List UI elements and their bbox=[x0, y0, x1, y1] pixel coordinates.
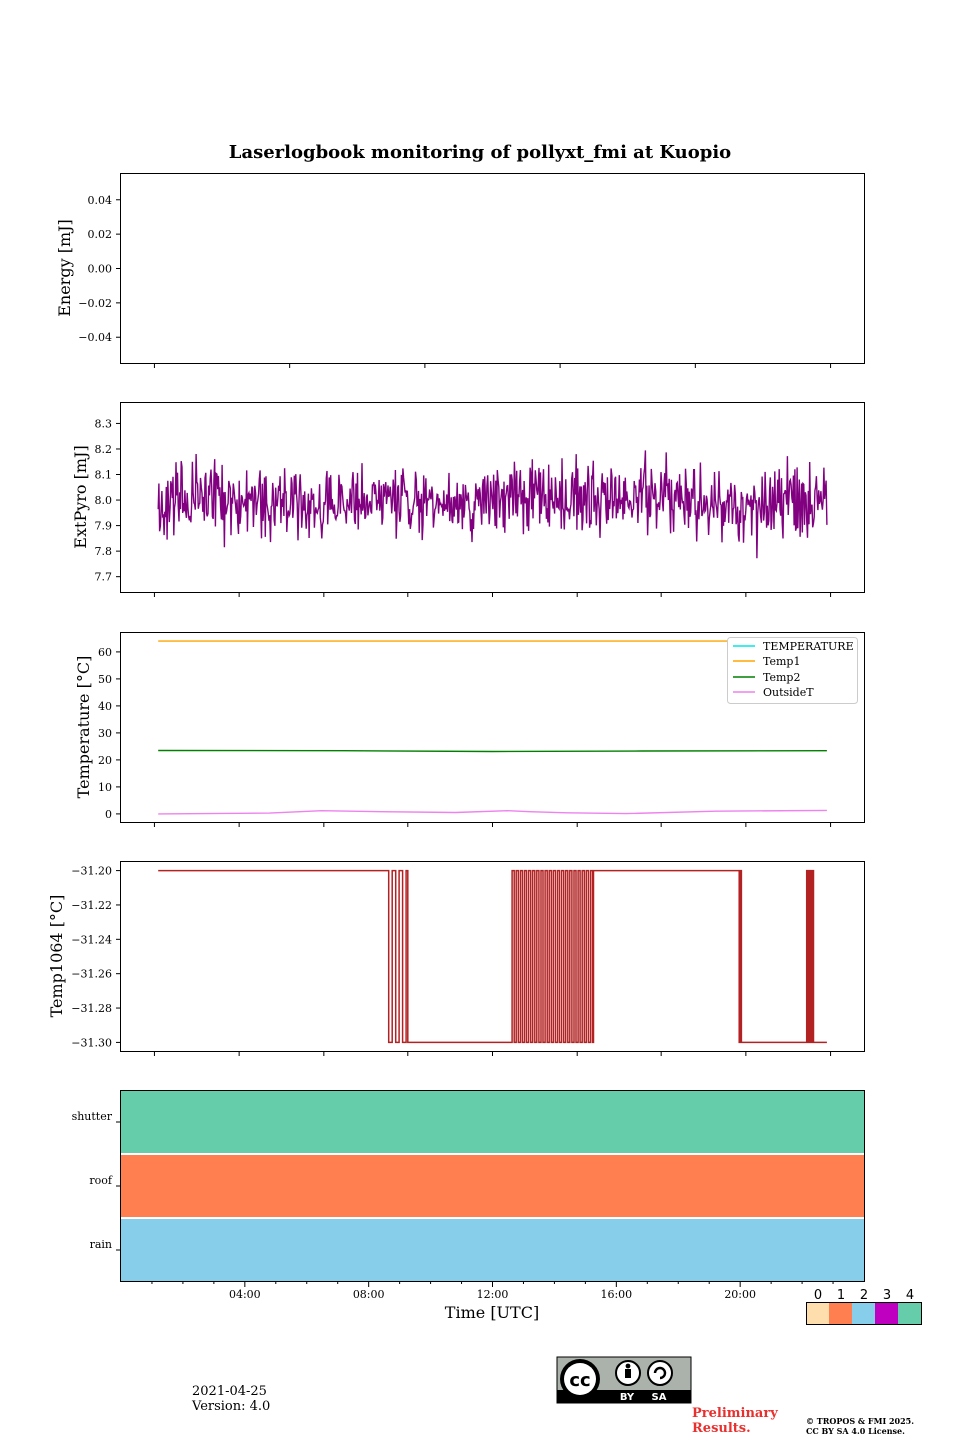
x-tick-label: 12:00 bbox=[477, 1288, 509, 1301]
energy-ytick-label: −0.04 bbox=[78, 331, 112, 344]
temperature-axes-frame bbox=[120, 632, 865, 823]
temperature-ytick-label: 20 bbox=[98, 754, 112, 767]
colorbar-frame bbox=[806, 1302, 922, 1325]
temperature-ylabel: Temperature [°C] bbox=[74, 656, 93, 799]
temp1064-ylabel: Temp1064 [°C] bbox=[47, 895, 66, 1018]
temp1064-ytick-label: −31.30 bbox=[71, 1036, 112, 1049]
temp1064-ytick-label: −31.22 bbox=[71, 899, 112, 912]
outsidet-series-line bbox=[158, 809, 827, 815]
copyright-line-2: CC BY SA 4.0 License. bbox=[806, 1426, 905, 1436]
svg-text:SA: SA bbox=[652, 1392, 667, 1403]
colorbar-swatch-2 bbox=[852, 1302, 875, 1324]
status-axes-frame bbox=[120, 1090, 865, 1282]
temp1064-ytick-label: −31.24 bbox=[71, 933, 112, 946]
preliminary-text: Preliminary Results. bbox=[692, 1406, 778, 1436]
legend-label-temperature: TEMPERATURE bbox=[763, 640, 854, 653]
extpyro-ytick-label: 7.9 bbox=[95, 520, 113, 533]
colorbar-label: 2 bbox=[860, 1288, 868, 1303]
extpyro-ylabel: ExtPyro [mJ] bbox=[71, 445, 90, 548]
colorbar-swatch-0 bbox=[806, 1302, 829, 1324]
temperature-panel: Temperature [°C] 60 50 40 30 20 10 0 TEMPERATU… bbox=[74, 632, 865, 827]
x-tick-label: 16:00 bbox=[600, 1288, 632, 1301]
extpyro-ytick-label: 8.0 bbox=[95, 494, 113, 507]
status-label-shutter: shutter bbox=[72, 1110, 113, 1123]
status-band-roof bbox=[121, 1155, 864, 1217]
temp1064-ytick-label: −31.28 bbox=[71, 1002, 112, 1015]
status-band-rain bbox=[121, 1219, 864, 1281]
colorbar-label: 0 bbox=[814, 1288, 822, 1303]
copyright-notice: © TROPOS & FMI 2025. CC BY SA 4.0 Licens… bbox=[806, 1416, 914, 1436]
energy-ytick-label: −0.02 bbox=[78, 297, 112, 310]
status-label-roof: roof bbox=[89, 1174, 113, 1187]
extpyro-ytick-label: 8.3 bbox=[95, 417, 113, 430]
copyright-line-1: © TROPOS & FMI 2025. bbox=[806, 1416, 915, 1426]
temp1064-ytick-label: −31.26 bbox=[71, 968, 112, 981]
status-label-rain: rain bbox=[90, 1238, 112, 1251]
x-tick-label: 08:00 bbox=[353, 1288, 385, 1301]
legend-label-temp1: Temp1 bbox=[763, 655, 800, 668]
legend-box bbox=[727, 637, 858, 704]
extpyro-ytick-label: 7.7 bbox=[95, 571, 113, 584]
temp2-series-line bbox=[158, 749, 827, 753]
energy-ytick-label: 0.00 bbox=[88, 263, 113, 276]
temperature-legend: TEMPERATURE Temp1 Temp2 OutsideT bbox=[727, 637, 858, 704]
colorbar-label: 1 bbox=[837, 1288, 845, 1303]
energy-panel: Energy [mJ] 0.04 0.02 0.00 −0.02 −0.04 bbox=[55, 173, 865, 368]
svg-text:BY: BY bbox=[620, 1392, 635, 1403]
figure-title: Laserlogbook monitoring of pollyxt_fmi a… bbox=[229, 142, 731, 163]
colorbar-label: 4 bbox=[906, 1288, 914, 1303]
temp1064-axes-frame bbox=[120, 861, 865, 1052]
energy-ytick-label: 0.02 bbox=[88, 228, 113, 241]
energy-ytick-label: 0.04 bbox=[88, 194, 113, 207]
preliminary-results-notice: Preliminary Results. bbox=[692, 1406, 778, 1436]
energy-axes-frame bbox=[120, 173, 865, 364]
svg-text:cc: cc bbox=[569, 1370, 590, 1391]
footer-version: Version: 4.0 bbox=[192, 1399, 271, 1414]
temperature-ytick-label: 10 bbox=[98, 781, 112, 794]
extpyro-series-line bbox=[157, 450, 828, 559]
temperature-ytick-label: 30 bbox=[98, 727, 112, 740]
x-tick-label: 20:00 bbox=[724, 1288, 756, 1301]
colorbar-swatch-4 bbox=[898, 1302, 921, 1324]
legend-label-temp2: Temp2 bbox=[763, 671, 800, 684]
extpyro-axes-frame bbox=[120, 402, 865, 593]
temperature-ytick-label: 60 bbox=[98, 646, 112, 659]
temp1064-panel: Temp1064 [°C] −31.20 −31.22 −31.24 −31.26 −3… bbox=[47, 861, 865, 1056]
extpyro-ytick-label: 8.2 bbox=[95, 443, 113, 456]
footer-date: 2021-04-25 bbox=[192, 1384, 267, 1399]
colorbar-swatch-3 bbox=[875, 1302, 898, 1324]
extpyro-panel: ExtPyro [mJ] 8.3 8.2 8.1 8.0 7.9 7.8 7.7 bbox=[71, 402, 865, 597]
temp1064-ytick-label: −31.20 bbox=[71, 865, 112, 878]
colorbar-label: 3 bbox=[883, 1288, 891, 1303]
footer-date-version: 2021-04-25 Version: 4.0 bbox=[192, 1384, 270, 1414]
extpyro-ytick-label: 7.8 bbox=[95, 545, 113, 558]
extpyro-ytick-label: 8.1 bbox=[95, 469, 113, 482]
temp1064-series-line bbox=[158, 869, 827, 1044]
colorbar-swatch-1 bbox=[829, 1302, 852, 1324]
status-panel: shutter roof rain 04:00 08:00 12:00 16:00 20… bbox=[72, 1090, 865, 1322]
temperature-ytick-label: 50 bbox=[98, 673, 112, 686]
status-band-shutter bbox=[121, 1091, 864, 1153]
x-tick-label: 04:00 bbox=[229, 1288, 261, 1301]
x-axis-label: Time [UTC] bbox=[445, 1303, 539, 1322]
energy-ylabel: Energy [mJ] bbox=[55, 219, 74, 317]
temperature-ytick-label: 0 bbox=[105, 808, 112, 821]
legend-label-outsidet: OutsideT bbox=[763, 686, 814, 699]
cc-by-sa-icon: cc BY SA bbox=[556, 1356, 692, 1404]
temperature-ytick-label: 40 bbox=[98, 700, 112, 713]
